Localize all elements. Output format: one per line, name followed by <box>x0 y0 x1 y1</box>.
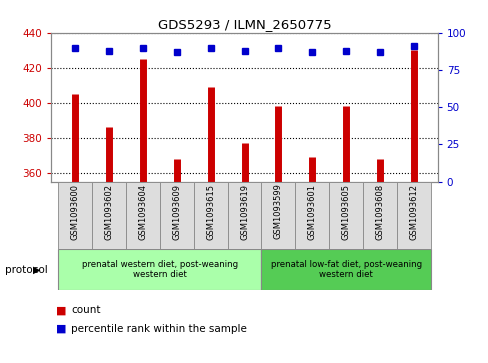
Text: ■: ■ <box>56 323 66 334</box>
Text: GSM1093615: GSM1093615 <box>205 184 215 240</box>
Text: GSM1093599: GSM1093599 <box>273 184 283 239</box>
Bar <box>295 182 328 249</box>
Bar <box>261 249 430 290</box>
Bar <box>58 182 92 249</box>
Text: prenatal western diet, post-weaning
western diet: prenatal western diet, post-weaning west… <box>81 260 237 279</box>
Text: ■: ■ <box>56 305 66 315</box>
Bar <box>396 182 430 249</box>
Text: prenatal low-fat diet, post-weaning
western diet: prenatal low-fat diet, post-weaning west… <box>270 260 421 279</box>
Text: GSM1093604: GSM1093604 <box>138 184 147 240</box>
Bar <box>92 182 125 249</box>
Text: ▶: ▶ <box>33 265 41 274</box>
Text: percentile rank within the sample: percentile rank within the sample <box>71 323 246 334</box>
Text: GSM1093600: GSM1093600 <box>70 184 80 240</box>
Text: GSM1093602: GSM1093602 <box>104 184 113 240</box>
Bar <box>58 249 261 290</box>
Text: GSM1093609: GSM1093609 <box>172 184 181 240</box>
Bar <box>363 182 396 249</box>
Text: GSM1093608: GSM1093608 <box>375 184 384 240</box>
Text: GSM1093612: GSM1093612 <box>408 184 418 240</box>
Bar <box>261 182 295 249</box>
Title: GDS5293 / ILMN_2650775: GDS5293 / ILMN_2650775 <box>157 19 331 32</box>
Text: GSM1093601: GSM1093601 <box>307 184 316 240</box>
Text: GSM1093619: GSM1093619 <box>240 184 248 240</box>
Bar <box>328 182 363 249</box>
Bar <box>193 182 227 249</box>
Text: GSM1093605: GSM1093605 <box>341 184 350 240</box>
Bar <box>227 182 261 249</box>
Text: count: count <box>71 305 100 315</box>
Text: protocol: protocol <box>5 265 47 274</box>
Bar <box>160 182 193 249</box>
Bar <box>125 182 160 249</box>
